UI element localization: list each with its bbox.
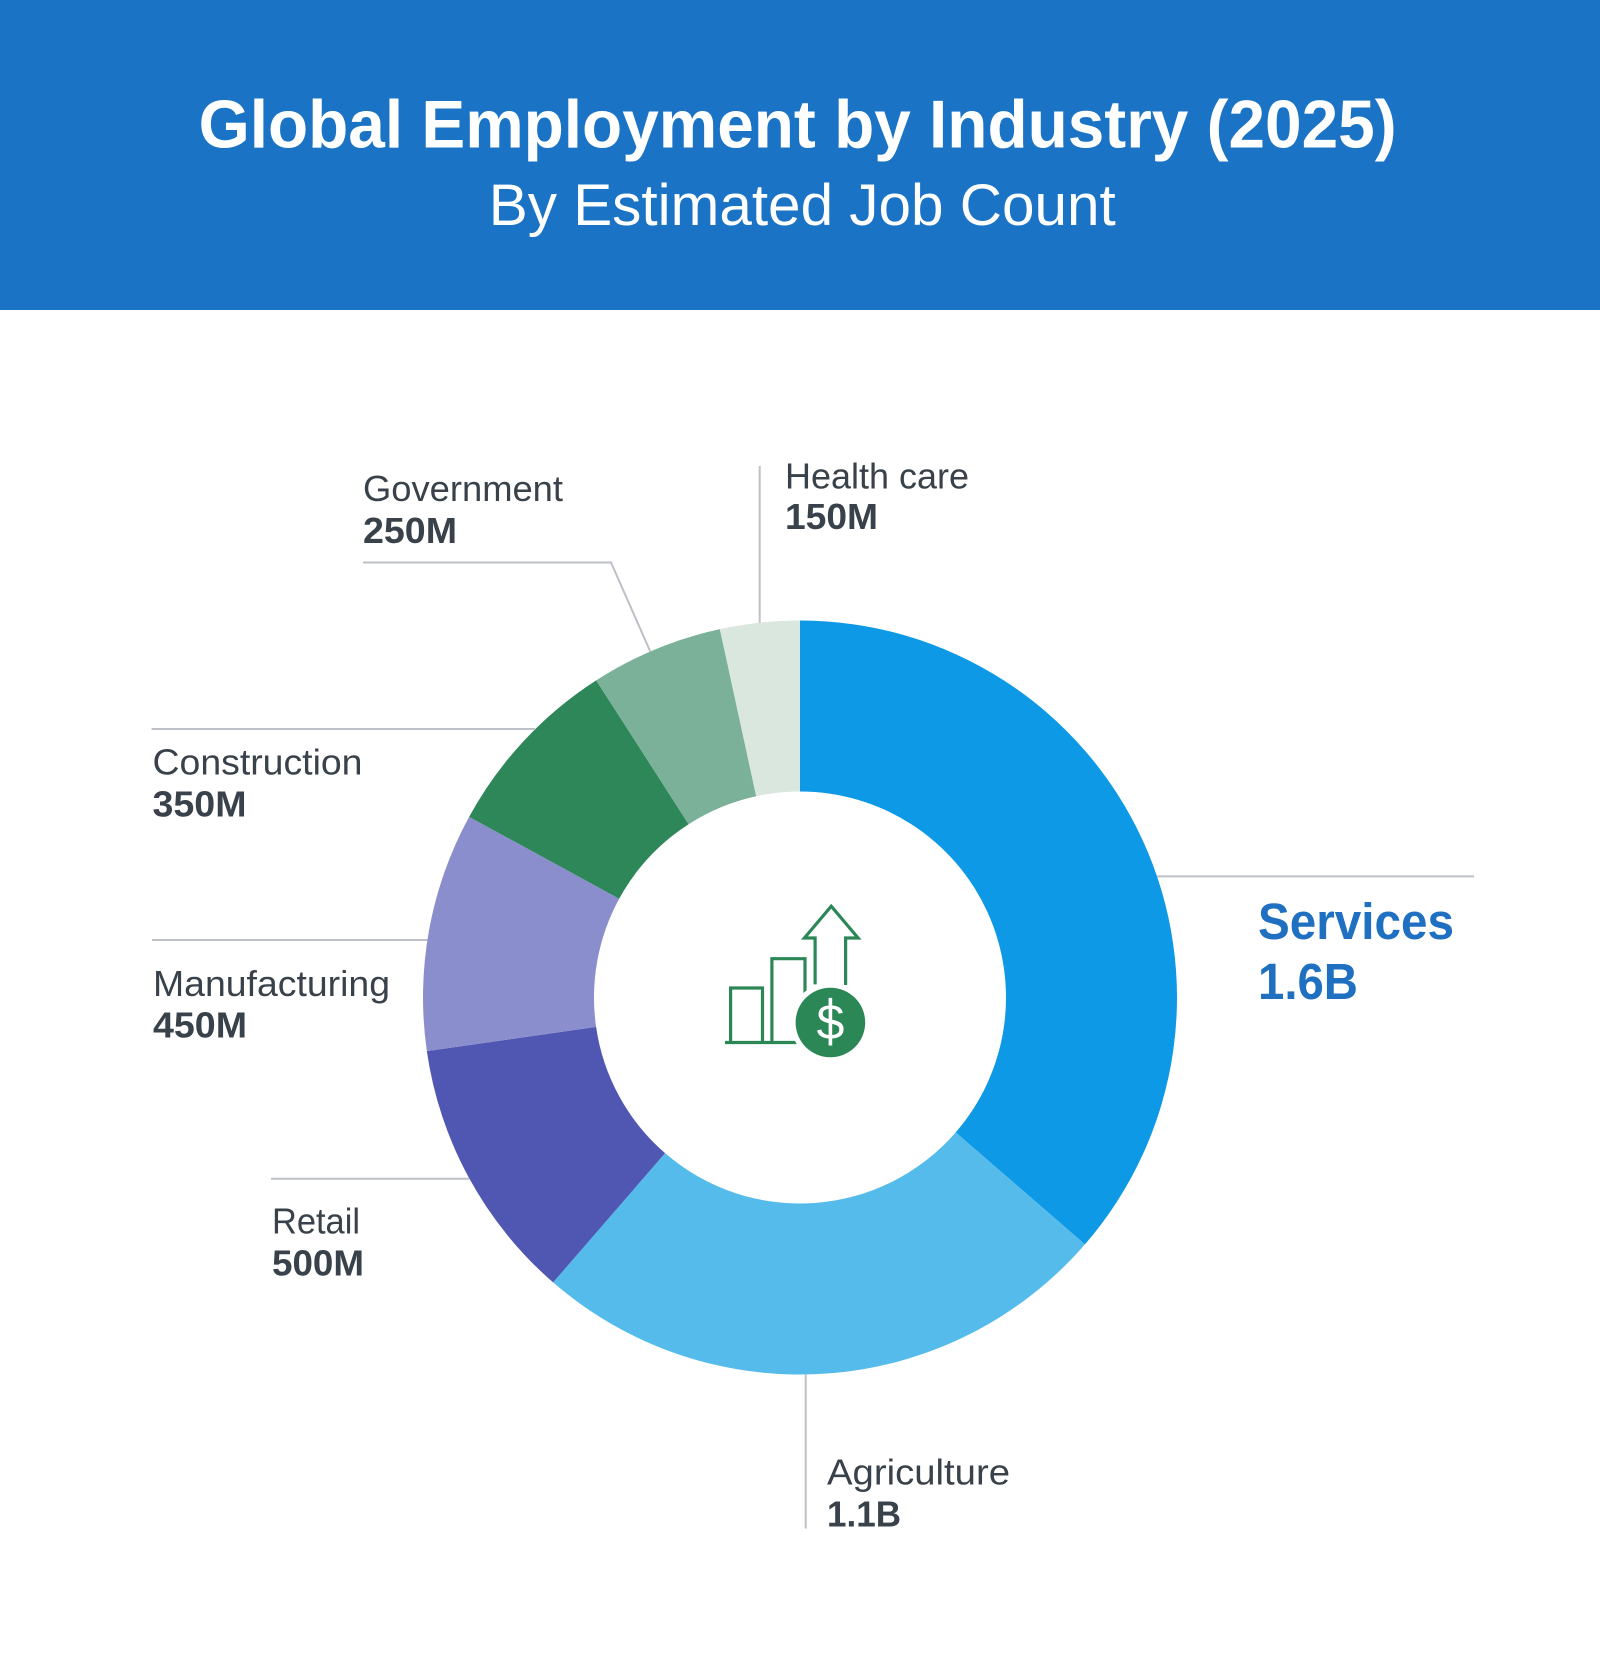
svg-text:150M: 150M: [785, 496, 878, 537]
svg-text:250M: 250M: [363, 510, 457, 551]
svg-text:Government: Government: [363, 468, 563, 509]
svg-text:Construction: Construction: [153, 742, 363, 783]
svg-text:Agriculture: Agriculture: [827, 1452, 1010, 1493]
svg-text:1.6B: 1.6B: [1258, 953, 1358, 1010]
svg-text:S: S: [815, 996, 846, 1048]
svg-text:By Estimated Job Count: By Estimated Job Count: [489, 173, 1116, 238]
svg-text:Manufacturing: Manufacturing: [153, 963, 390, 1004]
svg-text:450M: 450M: [153, 1005, 247, 1046]
svg-text:Global Employment by Industry: Global Employment by Industry (2025): [199, 87, 1397, 163]
svg-text:1.1B: 1.1B: [827, 1494, 901, 1535]
svg-text:Health care: Health care: [785, 456, 969, 497]
svg-text:500M: 500M: [272, 1243, 364, 1284]
svg-text:Retail: Retail: [272, 1201, 360, 1242]
svg-text:Services: Services: [1258, 893, 1454, 950]
svg-text:350M: 350M: [153, 784, 247, 825]
